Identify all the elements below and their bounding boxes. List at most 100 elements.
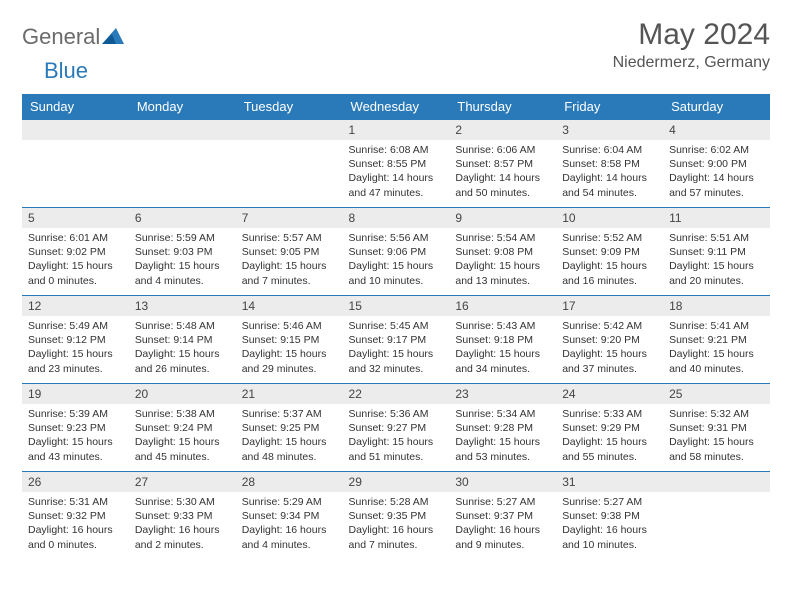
day-number: 19 <box>22 384 129 404</box>
day-number: 8 <box>343 208 450 228</box>
day-number: 28 <box>236 472 343 492</box>
day-number: 20 <box>129 384 236 404</box>
calendar-body: 1Sunrise: 6:08 AMSunset: 8:55 PMDaylight… <box>22 120 770 560</box>
day-info: Sunrise: 5:27 AMSunset: 9:38 PMDaylight:… <box>556 492 663 556</box>
day-number: 9 <box>449 208 556 228</box>
day-info: Sunrise: 6:04 AMSunset: 8:58 PMDaylight:… <box>556 140 663 204</box>
day-info: Sunrise: 6:06 AMSunset: 8:57 PMDaylight:… <box>449 140 556 204</box>
day-info: Sunrise: 6:01 AMSunset: 9:02 PMDaylight:… <box>22 228 129 292</box>
day-number: 6 <box>129 208 236 228</box>
day-info: Sunrise: 6:02 AMSunset: 9:00 PMDaylight:… <box>663 140 770 204</box>
day-number: 10 <box>556 208 663 228</box>
day-info: Sunrise: 5:45 AMSunset: 9:17 PMDaylight:… <box>343 316 450 380</box>
calendar-day-cell: 19Sunrise: 5:39 AMSunset: 9:23 PMDayligh… <box>22 384 129 472</box>
day-info: Sunrise: 5:36 AMSunset: 9:27 PMDaylight:… <box>343 404 450 468</box>
day-number: 14 <box>236 296 343 316</box>
day-info: Sunrise: 5:34 AMSunset: 9:28 PMDaylight:… <box>449 404 556 468</box>
calendar-week-row: 19Sunrise: 5:39 AMSunset: 9:23 PMDayligh… <box>22 384 770 472</box>
day-number: 29 <box>343 472 450 492</box>
day-number: 11 <box>663 208 770 228</box>
day-number: 26 <box>22 472 129 492</box>
calendar-day-cell: 9Sunrise: 5:54 AMSunset: 9:08 PMDaylight… <box>449 208 556 296</box>
logo: General <box>22 24 124 50</box>
month-title: May 2024 <box>613 18 770 52</box>
day-info: Sunrise: 5:49 AMSunset: 9:12 PMDaylight:… <box>22 316 129 380</box>
day-number: 21 <box>236 384 343 404</box>
day-number: 5 <box>22 208 129 228</box>
day-number <box>663 472 770 492</box>
day-number: 7 <box>236 208 343 228</box>
day-info: Sunrise: 5:42 AMSunset: 9:20 PMDaylight:… <box>556 316 663 380</box>
day-number <box>22 120 129 140</box>
calendar-day-cell: 27Sunrise: 5:30 AMSunset: 9:33 PMDayligh… <box>129 472 236 560</box>
day-info: Sunrise: 5:59 AMSunset: 9:03 PMDaylight:… <box>129 228 236 292</box>
calendar-day-cell: 5Sunrise: 6:01 AMSunset: 9:02 PMDaylight… <box>22 208 129 296</box>
day-info: Sunrise: 5:27 AMSunset: 9:37 PMDaylight:… <box>449 492 556 556</box>
day-number: 30 <box>449 472 556 492</box>
calendar-day-cell: 21Sunrise: 5:37 AMSunset: 9:25 PMDayligh… <box>236 384 343 472</box>
calendar-day-cell: 28Sunrise: 5:29 AMSunset: 9:34 PMDayligh… <box>236 472 343 560</box>
calendar-day-cell: 7Sunrise: 5:57 AMSunset: 9:05 PMDaylight… <box>236 208 343 296</box>
calendar-day-cell: 24Sunrise: 5:33 AMSunset: 9:29 PMDayligh… <box>556 384 663 472</box>
day-info: Sunrise: 5:57 AMSunset: 9:05 PMDaylight:… <box>236 228 343 292</box>
day-number: 22 <box>343 384 450 404</box>
day-info: Sunrise: 5:43 AMSunset: 9:18 PMDaylight:… <box>449 316 556 380</box>
weekday-header: Wednesday <box>343 94 450 120</box>
day-info: Sunrise: 5:28 AMSunset: 9:35 PMDaylight:… <box>343 492 450 556</box>
calendar-empty-cell <box>129 120 236 208</box>
day-number: 25 <box>663 384 770 404</box>
calendar-day-cell: 26Sunrise: 5:31 AMSunset: 9:32 PMDayligh… <box>22 472 129 560</box>
calendar-day-cell: 13Sunrise: 5:48 AMSunset: 9:14 PMDayligh… <box>129 296 236 384</box>
calendar-week-row: 5Sunrise: 6:01 AMSunset: 9:02 PMDaylight… <box>22 208 770 296</box>
day-number: 18 <box>663 296 770 316</box>
logo-text-general: General <box>22 24 100 50</box>
calendar-day-cell: 25Sunrise: 5:32 AMSunset: 9:31 PMDayligh… <box>663 384 770 472</box>
day-info: Sunrise: 5:30 AMSunset: 9:33 PMDaylight:… <box>129 492 236 556</box>
weekday-header: Saturday <box>663 94 770 120</box>
weekday-header: Friday <box>556 94 663 120</box>
calendar-week-row: 1Sunrise: 6:08 AMSunset: 8:55 PMDaylight… <box>22 120 770 208</box>
calendar-table: SundayMondayTuesdayWednesdayThursdayFrid… <box>22 94 770 560</box>
day-number: 17 <box>556 296 663 316</box>
day-number: 2 <box>449 120 556 140</box>
day-info: Sunrise: 5:29 AMSunset: 9:34 PMDaylight:… <box>236 492 343 556</box>
day-number <box>236 120 343 140</box>
logo-triangle-icon <box>102 26 124 49</box>
calendar-day-cell: 2Sunrise: 6:06 AMSunset: 8:57 PMDaylight… <box>449 120 556 208</box>
day-info: Sunrise: 5:54 AMSunset: 9:08 PMDaylight:… <box>449 228 556 292</box>
day-info: Sunrise: 5:52 AMSunset: 9:09 PMDaylight:… <box>556 228 663 292</box>
calendar-day-cell: 14Sunrise: 5:46 AMSunset: 9:15 PMDayligh… <box>236 296 343 384</box>
calendar-day-cell: 12Sunrise: 5:49 AMSunset: 9:12 PMDayligh… <box>22 296 129 384</box>
day-info: Sunrise: 5:56 AMSunset: 9:06 PMDaylight:… <box>343 228 450 292</box>
weekday-header: Sunday <box>22 94 129 120</box>
day-info: Sunrise: 5:31 AMSunset: 9:32 PMDaylight:… <box>22 492 129 556</box>
day-number: 31 <box>556 472 663 492</box>
calendar-day-cell: 15Sunrise: 5:45 AMSunset: 9:17 PMDayligh… <box>343 296 450 384</box>
calendar-empty-cell <box>236 120 343 208</box>
weekday-header: Tuesday <box>236 94 343 120</box>
day-info: Sunrise: 5:48 AMSunset: 9:14 PMDaylight:… <box>129 316 236 380</box>
day-number: 15 <box>343 296 450 316</box>
calendar-day-cell: 16Sunrise: 5:43 AMSunset: 9:18 PMDayligh… <box>449 296 556 384</box>
calendar-day-cell: 20Sunrise: 5:38 AMSunset: 9:24 PMDayligh… <box>129 384 236 472</box>
day-info: Sunrise: 5:41 AMSunset: 9:21 PMDaylight:… <box>663 316 770 380</box>
day-number: 4 <box>663 120 770 140</box>
weekday-header: Thursday <box>449 94 556 120</box>
day-number: 16 <box>449 296 556 316</box>
calendar-day-cell: 31Sunrise: 5:27 AMSunset: 9:38 PMDayligh… <box>556 472 663 560</box>
calendar-day-cell: 22Sunrise: 5:36 AMSunset: 9:27 PMDayligh… <box>343 384 450 472</box>
day-info: Sunrise: 5:39 AMSunset: 9:23 PMDaylight:… <box>22 404 129 468</box>
calendar-day-cell: 11Sunrise: 5:51 AMSunset: 9:11 PMDayligh… <box>663 208 770 296</box>
day-number: 3 <box>556 120 663 140</box>
day-number: 12 <box>22 296 129 316</box>
day-number: 23 <box>449 384 556 404</box>
day-info: Sunrise: 5:33 AMSunset: 9:29 PMDaylight:… <box>556 404 663 468</box>
calendar-day-cell: 1Sunrise: 6:08 AMSunset: 8:55 PMDaylight… <box>343 120 450 208</box>
calendar-empty-cell <box>663 472 770 560</box>
weekday-header: Monday <box>129 94 236 120</box>
weekday-header-row: SundayMondayTuesdayWednesdayThursdayFrid… <box>22 94 770 120</box>
day-info: Sunrise: 5:46 AMSunset: 9:15 PMDaylight:… <box>236 316 343 380</box>
day-number: 13 <box>129 296 236 316</box>
day-info: Sunrise: 6:08 AMSunset: 8:55 PMDaylight:… <box>343 140 450 204</box>
day-info: Sunrise: 5:37 AMSunset: 9:25 PMDaylight:… <box>236 404 343 468</box>
